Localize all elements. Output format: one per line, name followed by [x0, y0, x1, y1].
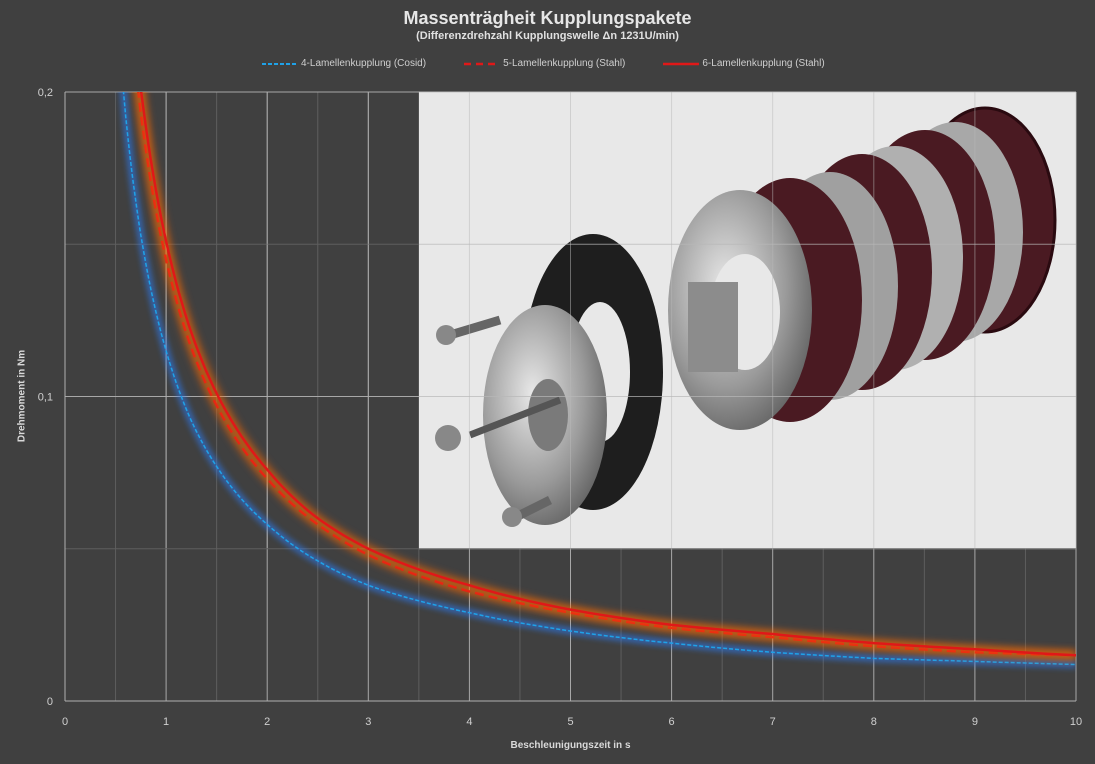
chart-subtitle: (Differenzdrehzahl Kupplungswelle Δn 123…	[416, 30, 679, 42]
x-tick-label: 6	[669, 716, 675, 728]
legend-item-5-lamellen: 5-Lamellenkupplung (Stahl)	[464, 58, 625, 69]
tick-labels: 0 1 2 3 4 5 6 7 8 9 10 0 0,1 0,2	[38, 87, 1082, 728]
x-tick-label: 4	[466, 716, 472, 728]
legend-swatch-dashed-red	[464, 62, 501, 65]
chart-title: Massenträgheit Kupplungspakete	[403, 8, 692, 28]
legend-item-4-lamellen: 4-Lamellenkupplung (Cosid)	[262, 58, 426, 69]
axes	[64, 92, 1076, 702]
x-tick-label: 3	[365, 716, 371, 728]
legend-label: 6-Lamellenkupplung (Stahl)	[702, 58, 825, 69]
x-axis-label: Beschleunigungszeit in s	[510, 740, 631, 751]
legend-swatch-solid-red	[663, 62, 700, 65]
y-axis-label: Drehmoment in Nm	[16, 349, 28, 443]
legend-label: 4-Lamellenkupplung (Cosid)	[301, 58, 427, 69]
x-tick-label: 1	[163, 716, 169, 728]
series-group	[119, 92, 1076, 669]
x-tick-label: 9	[972, 716, 978, 728]
x-tick-label: 5	[567, 716, 573, 728]
x-tick-label: 0	[62, 716, 68, 728]
x-tick-label: 10	[1070, 716, 1082, 728]
friction-plates-icon	[668, 106, 1057, 430]
y-tick-label: 0,1	[38, 392, 53, 404]
legend-label: 5-Lamellenkupplung (Stahl)	[503, 58, 626, 69]
x-tick-label: 7	[770, 716, 776, 728]
x-tick-label: 2	[264, 716, 270, 728]
series-line-0	[122, 92, 1076, 666]
legend-item-6-lamellen: 6-Lamellenkupplung (Stahl)	[663, 58, 825, 69]
x-tick-label: 8	[871, 716, 877, 728]
clutch-illustration	[419, 92, 1076, 548]
legend-swatch-dotted-blue	[262, 62, 298, 65]
y-tick-label: 0,2	[38, 87, 53, 99]
legend: 4-Lamellenkupplung (Cosid) 5-Lamellenkup…	[262, 58, 825, 69]
series-line-2	[139, 92, 1076, 657]
y-tick-label: 0	[47, 696, 53, 708]
